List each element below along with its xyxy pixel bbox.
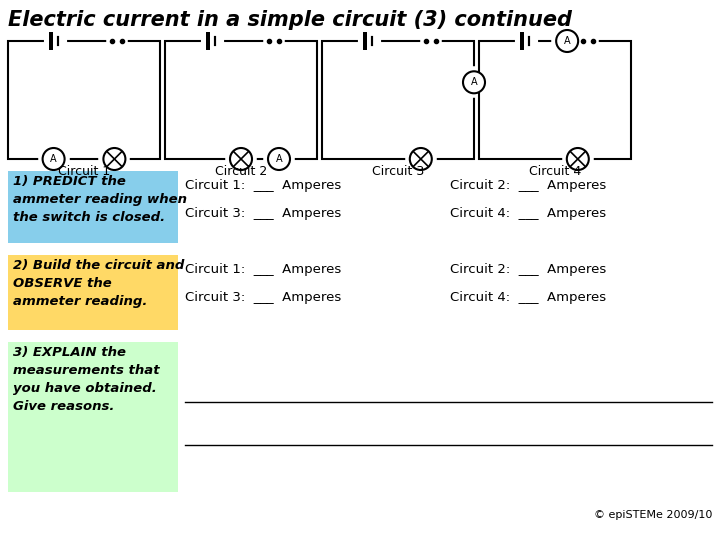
Circle shape: [567, 148, 589, 170]
Text: Circuit 3:  ___  Amperes: Circuit 3: ___ Amperes: [185, 207, 341, 220]
Circle shape: [268, 148, 290, 170]
Text: Circuit 2:  ___  Amperes: Circuit 2: ___ Amperes: [450, 263, 606, 276]
Text: Electric current in a simple circuit (3) continued: Electric current in a simple circuit (3)…: [8, 10, 572, 30]
Bar: [8, 41, 160, 159]
Text: Circuit 1:  ___  Amperes: Circuit 1: ___ Amperes: [185, 263, 341, 276]
Text: © epiSTEMe 2009/10: © epiSTEMe 2009/10: [593, 510, 712, 520]
Text: 3) EXPLAIN the
measurements that
you have obtained.
Give reasons.: 3) EXPLAIN the measurements that you hav…: [13, 346, 160, 413]
Circle shape: [104, 148, 125, 170]
Text: Circuit 4:  ___  Amperes: Circuit 4: ___ Amperes: [450, 291, 606, 304]
Text: Circuit 3: Circuit 3: [372, 165, 424, 178]
Text: 2) Build the circuit and
OBSERVE the
ammeter reading.: 2) Build the circuit and OBSERVE the amm…: [13, 259, 184, 308]
Text: 1) PREDICT the
ammeter reading when
the switch is closed.: 1) PREDICT the ammeter reading when the …: [13, 175, 187, 224]
Text: A: A: [276, 154, 282, 164]
Bar: [8, 171, 178, 243]
Bar: [8, 255, 178, 330]
Text: A: A: [471, 77, 477, 87]
Text: Circuit 3:  ___  Amperes: Circuit 3: ___ Amperes: [185, 291, 341, 304]
Text: Circuit 2: Circuit 2: [215, 165, 267, 178]
Text: Circuit 1:  ___  Amperes: Circuit 1: ___ Amperes: [185, 179, 341, 192]
Bar: [479, 41, 631, 159]
Text: Circuit 1: Circuit 1: [58, 165, 110, 178]
Circle shape: [42, 148, 65, 170]
Circle shape: [556, 30, 578, 52]
Circle shape: [230, 148, 252, 170]
Bar: [165, 41, 317, 159]
Circle shape: [463, 71, 485, 93]
Text: Circuit 4: Circuit 4: [529, 165, 581, 178]
Text: Circuit 2:  ___  Amperes: Circuit 2: ___ Amperes: [450, 179, 606, 192]
Text: A: A: [50, 154, 57, 164]
Circle shape: [410, 148, 432, 170]
Text: A: A: [564, 36, 570, 46]
Bar: [322, 41, 474, 159]
Text: Circuit 4:  ___  Amperes: Circuit 4: ___ Amperes: [450, 207, 606, 220]
Bar: [8, 342, 178, 492]
